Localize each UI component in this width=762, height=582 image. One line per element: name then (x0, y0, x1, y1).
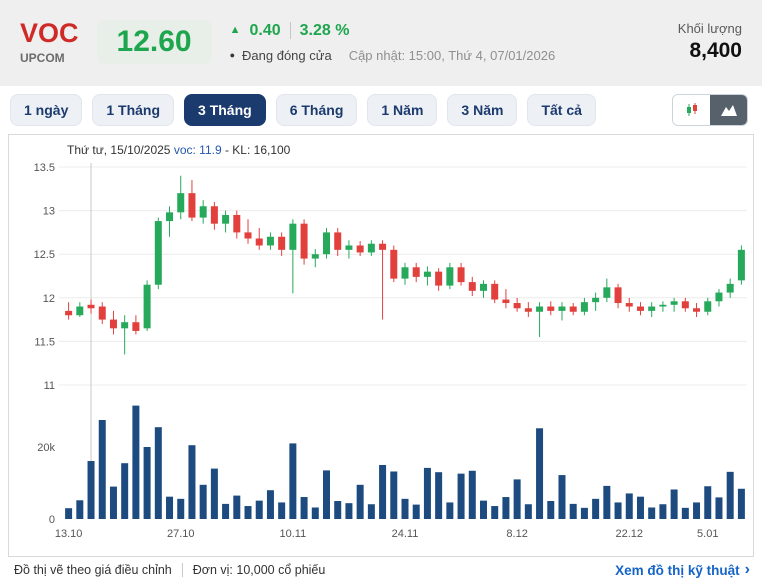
price-change-row: ▲ 0.40 3.28 % (230, 22, 556, 40)
change-divider (289, 22, 291, 39)
status-dot-icon: ● (229, 49, 236, 60)
current-price: 12.60 (96, 20, 212, 64)
chart-tooltip: Thứ tư, 15/10/2025 voc: 11.9 - KL: 16,10… (9, 135, 753, 159)
chevron-right-icon: › (744, 561, 750, 578)
svg-text:8.12: 8.12 (506, 528, 527, 540)
footer-divider (181, 563, 183, 577)
chart-card: Thứ tư, 15/10/2025 voc: 11.9 - KL: 16,10… (8, 134, 754, 557)
tab-1-ngay[interactable]: 1 ngày (10, 94, 83, 126)
market-status: Đang đóng cửa (242, 47, 332, 63)
svg-text:11: 11 (44, 380, 55, 392)
change-percent: 3.28 % (299, 21, 350, 39)
candlestick-icon (686, 103, 697, 116)
tab-tat-ca[interactable]: Tất cả (527, 94, 596, 126)
chart-type-toggle (672, 94, 748, 126)
volume-value: 8,400 (689, 39, 742, 62)
area-chart-button[interactable] (710, 95, 747, 125)
svg-text:24.11: 24.11 (392, 528, 419, 540)
svg-text:11.5: 11.5 (34, 336, 55, 348)
tab-3-thang[interactable]: 3 Tháng (184, 94, 266, 126)
candlestick-chart-button[interactable] (673, 95, 710, 125)
svg-text:0: 0 (49, 514, 55, 526)
price-volume-chart[interactable]: 13.5 13 12.5 12 11.5 11 20k 013.10 27.10 10.11 24.… (9, 159, 753, 551)
technical-chart-link-label: Xem đồ thị kỹ thuật (615, 562, 740, 578)
adjusted-price-note: Đồ thị vẽ theo giá điều chỉnh (14, 563, 172, 577)
svg-text:13: 13 (43, 206, 55, 218)
chart-footer: Đồ thị vẽ theo giá điều chỉnh Đơn vị: 10… (0, 557, 762, 582)
volume-block: Khối lượng 8,400 (678, 21, 742, 63)
header: VOC UPCOM 12.60 ▲ 0.40 3.28 % ● Đang đón… (0, 0, 762, 86)
tab-6-thang[interactable]: 6 Tháng (275, 94, 358, 126)
svg-text:5.01: 5.01 (697, 528, 718, 540)
up-arrow-icon: ▲ (229, 24, 241, 36)
svg-text:13.10: 13.10 (55, 528, 83, 540)
unit-note: Đơn vị: 10,000 cổ phiếu (192, 563, 326, 577)
svg-text:22.12: 22.12 (615, 528, 643, 540)
area-chart-icon (720, 105, 737, 116)
svg-text:12: 12 (43, 293, 55, 305)
timeframe-tabs: 1 ngày 1 Tháng 3 Tháng 6 Tháng 1 Năm 3 N… (0, 86, 762, 134)
tooltip-date: Thứ tư, 15/10/2025 (67, 143, 171, 157)
market-status-row: ● Đang đóng cửa Cập nhật: 15:00, Thứ 4, … (230, 48, 556, 63)
change-value: 0.40 (249, 21, 281, 39)
technical-chart-link[interactable]: Xem đồ thị kỹ thuật › (615, 562, 750, 578)
last-updated: Cập nhật: 15:00, Thứ 4, 07/01/2026 (348, 47, 556, 63)
tooltip-volume: - KL: 16,100 (224, 143, 291, 157)
tab-1-nam[interactable]: 1 Năm (367, 94, 438, 126)
svg-text:12.5: 12.5 (34, 249, 55, 261)
svg-text:27.10: 27.10 (167, 528, 195, 540)
change-block: ▲ 0.40 3.28 % ● Đang đóng cửa Cập nhật: … (230, 22, 556, 63)
svg-text:10.11: 10.11 (280, 528, 307, 540)
tab-1-thang[interactable]: 1 Tháng (92, 94, 175, 126)
svg-text:13.5: 13.5 (34, 162, 55, 174)
tooltip-symbol-price: voc: 11.9 (173, 143, 222, 157)
tab-3-nam[interactable]: 3 Năm (447, 94, 518, 126)
exchange-label: UPCOM (20, 50, 65, 65)
svg-text:20k: 20k (37, 442, 55, 454)
ticker-block: VOC UPCOM (20, 18, 79, 65)
stock-symbol: VOC (20, 18, 79, 49)
volume-label: Khối lượng (677, 21, 742, 36)
